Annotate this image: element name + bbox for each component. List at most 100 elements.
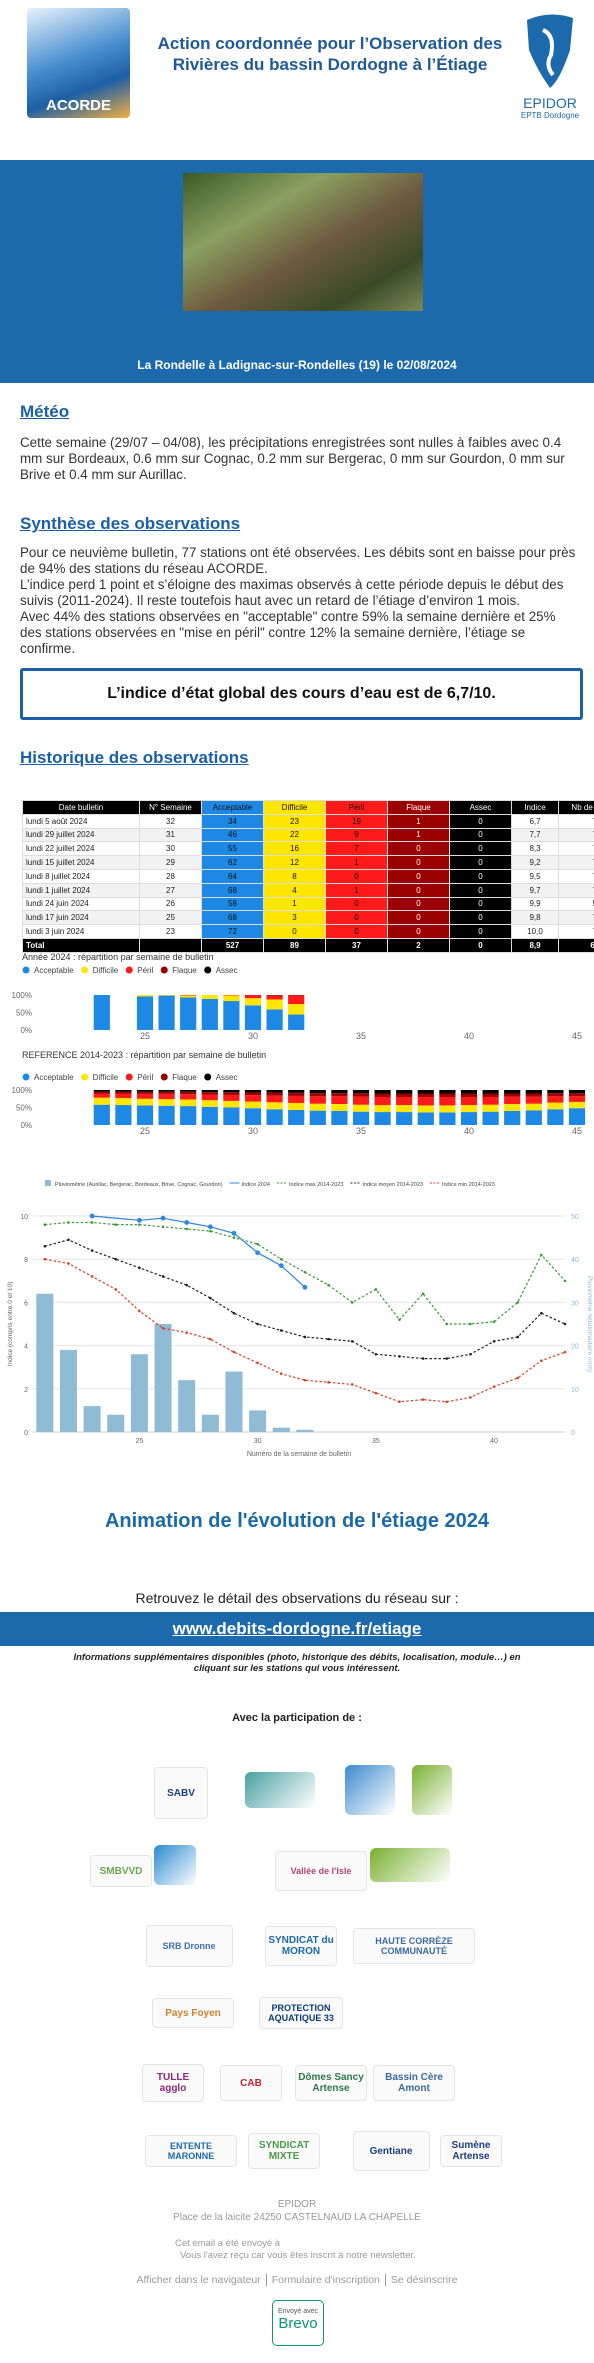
highlight-text: L’indice d’état global des cours d’eau e…: [107, 685, 496, 702]
table-cell: 1: [387, 827, 450, 843]
y2-tick-label: 10: [571, 1387, 579, 1394]
bar-segment: [525, 1103, 542, 1111]
footer-link[interactable]: Formulaire d'inscription: [265, 2274, 385, 2286]
bar-segment: [482, 1111, 499, 1125]
bar-segment: [460, 1112, 478, 1125]
bar-segment: [223, 1092, 240, 1095]
bar-segment: [244, 1090, 262, 1093]
column-header: Acceptable: [201, 800, 264, 815]
index-point: [492, 1320, 496, 1324]
bar-segment: [288, 1102, 305, 1110]
bar-segment: [158, 1105, 175, 1125]
x-tick-label: 30: [248, 1126, 258, 1136]
y-tick-label: 0%: [20, 1121, 32, 1130]
table-cell: 0: [325, 924, 388, 939]
index-point: [540, 1253, 543, 1257]
table-cell: 32: [139, 813, 202, 829]
index-point: [563, 1322, 567, 1326]
epidor-emblem: [527, 14, 573, 89]
footer-link[interactable]: Afficher dans le navigateur: [136, 2274, 261, 2286]
bar-segment: [288, 1090, 305, 1093]
column-header: Date bulletin: [22, 800, 140, 815]
bar-segment: [158, 1091, 175, 1094]
animation-title[interactable]: Animation de l'évolution de l'étiage 202…: [104, 1510, 490, 1532]
legend-label: Flaque: [172, 1073, 197, 1082]
column-header: N° Semaine: [139, 800, 202, 815]
index-point: [540, 1311, 543, 1315]
table-cell: 0: [325, 868, 388, 884]
bar-segment: [158, 995, 175, 1030]
bar-segment: [136, 995, 154, 997]
table-cell: 29: [139, 855, 202, 870]
index-line: [44, 1239, 566, 1360]
brevo-badge[interactable]: Envoyé avec Brevo: [272, 2300, 324, 2346]
x-tick-label: 25: [140, 1031, 150, 1041]
table-cell: 0: [449, 827, 512, 843]
paragraph: Pour ce neuvième bulletin, 77 stations o…: [20, 545, 576, 576]
index-point: [516, 1335, 520, 1339]
table-cell: 4: [263, 882, 326, 898]
site-link[interactable]: www.debits-dordogne.fr/etiage: [172, 1619, 422, 1638]
table-cell: 1: [263, 896, 326, 912]
index-point: [114, 1257, 118, 1261]
rain-bar: [36, 1293, 54, 1432]
index-point: [138, 1223, 141, 1226]
table-cell: lundi 8 juillet 2024: [22, 868, 140, 884]
bar-segment: [525, 1090, 542, 1094]
x-tick-label: 45: [572, 1031, 582, 1041]
chart-title: REFERENCE 2014-2023 : répartition par se…: [22, 1050, 266, 1060]
x-tick-label: 30: [248, 1031, 258, 1041]
bar-segment: [547, 1096, 564, 1103]
bar-segment: [201, 995, 218, 999]
column-header: Difficile: [263, 800, 326, 815]
bar-segment: [352, 1096, 370, 1105]
y2-tick-label: 30: [571, 1300, 579, 1307]
footer-link[interactable]: Se désinscrire: [384, 2274, 463, 2286]
partner-logo: ENTENTE MARONNE: [145, 2135, 237, 2167]
bar-segment: [158, 1099, 175, 1106]
index-line: [92, 1215, 306, 1288]
bar-segment: [374, 1112, 391, 1125]
bar-segment: [352, 1104, 370, 1112]
paragraph: Cette semaine (29/07 – 04/08), les préci…: [20, 435, 565, 482]
table-cell: 31: [139, 827, 202, 843]
index-point: [256, 1322, 259, 1326]
index-point: [90, 1275, 94, 1278]
bar-segment: [331, 1104, 348, 1111]
badge-brand: Brevo: [278, 2315, 318, 2332]
index-point: [160, 1215, 166, 1221]
bar-segment: [352, 1111, 370, 1125]
rain-bar: [249, 1410, 267, 1432]
legend-label: Acceptable: [34, 1073, 74, 1082]
table-cell: 3: [263, 910, 326, 926]
bar-segment: [331, 1093, 348, 1097]
bar-segment: [180, 995, 197, 998]
y-tick-label: 4: [24, 1344, 28, 1351]
index-point: [232, 1350, 236, 1354]
bar-segment: [417, 1090, 434, 1094]
index-point: [255, 1250, 261, 1256]
section-heading: Historique des observations: [20, 748, 249, 767]
bar-segment: [568, 1096, 586, 1102]
legend-swatch: [125, 966, 133, 974]
participation-heading: Avec la participation de :: [232, 1712, 362, 1724]
bar-segment: [180, 1091, 197, 1095]
epidor-logo: EPIDOR EPTB Dordogne: [515, 10, 585, 120]
table-cell: 10,0: [511, 924, 559, 939]
table-cell: 26: [139, 896, 202, 912]
x-tick-label: 40: [490, 1438, 498, 1445]
y-tick-label: 50%: [16, 1104, 32, 1113]
table-cell: 22: [263, 827, 326, 843]
table-cell: 2: [387, 937, 450, 953]
bar-segment: [266, 999, 283, 1010]
bar-segment: [136, 1090, 154, 1092]
bar-segment: [331, 1096, 348, 1104]
bar-segment: [525, 1110, 542, 1125]
x-axis-title: Numéro de la semaine de bulletin: [247, 1451, 351, 1458]
bar-segment: [136, 1093, 154, 1099]
partner-logo: Gentiane: [352, 2131, 430, 2171]
bar-segment: [136, 1091, 154, 1094]
